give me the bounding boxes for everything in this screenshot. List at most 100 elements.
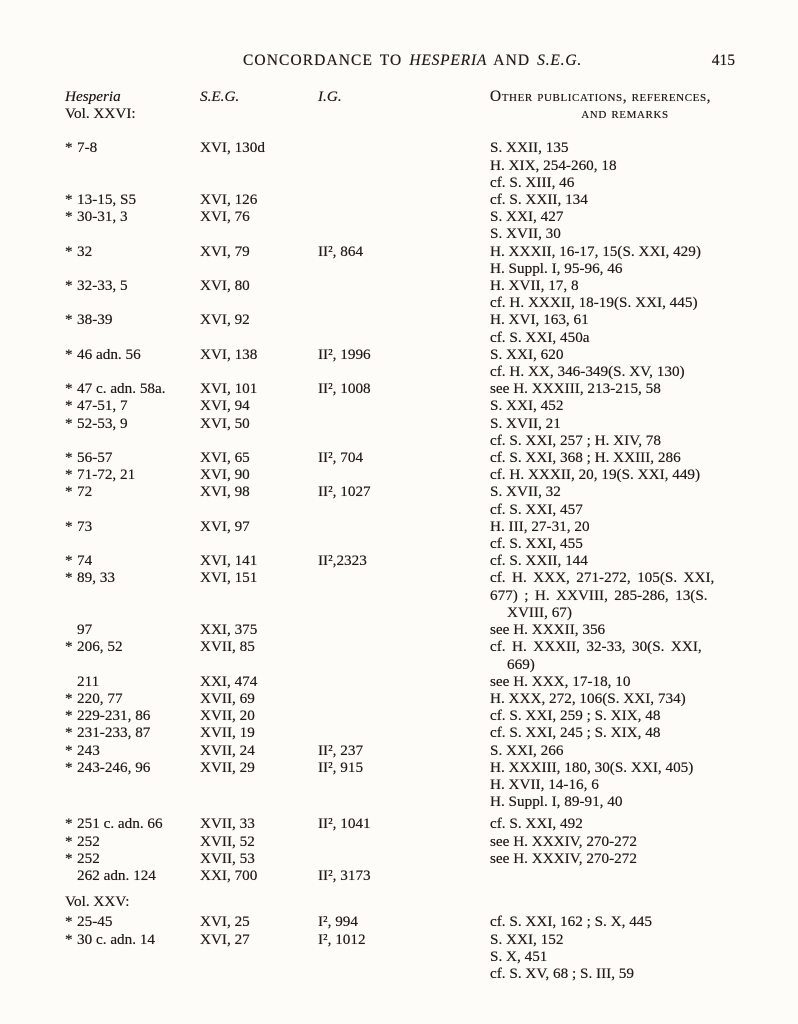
remark-line: H. XXXIII, 180, 30(S. XXI, 405) — [490, 758, 694, 776]
remark-line: cf. S. XIII, 46 — [490, 173, 575, 191]
concordance-entry: 97 XXI, 375 see H. XXXII, 356 — [65, 621, 760, 638]
remark-line: H. III, 27-31, 20 — [490, 517, 590, 535]
seg-ref: XXI, 474 — [200, 672, 258, 690]
star-marker: * — [65, 517, 73, 535]
remark-line: cf. S. XXI, 368 ; H. XXIII, 286 — [490, 449, 681, 467]
hesperia-ref: * 243-246, 96 — [65, 759, 200, 811]
remark-line: cf. S. XXII, 144 — [490, 552, 588, 570]
remark-line: cf. S. XXI, 450a — [490, 328, 590, 346]
star-marker: * — [65, 414, 73, 432]
seg-ref: XVI, 79 — [200, 242, 250, 260]
seg-ref: XVII, 52 — [200, 832, 255, 850]
volume-section: * 7-8 XVI, 130d S. XXII, 135 H. XIX, 254-260… — [65, 139, 760, 884]
hesperia-ref: * 47-51, 7 — [65, 397, 200, 414]
remark-line: S. XXI, 266 — [490, 741, 564, 759]
hesperia-ref: * 30-31, 3 — [65, 208, 200, 242]
concordance-entry: * 229-231, 86 XVII, 20 cf. S. XXI, 259 ; S.… — [65, 707, 760, 724]
remark-line: cf. S. XXI, 492 — [490, 815, 583, 833]
ig-ref — [318, 569, 490, 621]
title-segment: AND — [487, 52, 538, 69]
hesperia-ref: * 71-72, 21 — [65, 466, 200, 483]
remark-line: cf. S. XXI, 457 — [490, 500, 583, 518]
seg-ref: XVI, 92 — [200, 311, 250, 329]
remark-line: S. XXI, 620 — [490, 345, 564, 363]
remarks: S. XXI, 266 — [490, 742, 760, 759]
hesperia-ref: * 56-57 — [65, 449, 200, 466]
hesperia-ref: * 251 c. adn. 66 — [65, 815, 200, 832]
remark-line: S. XXII, 135 — [490, 139, 569, 157]
hesperia-ref: * 220, 77 — [65, 690, 200, 707]
remarks: cf. S. XXI, 162 ; S. X, 445 — [490, 913, 760, 930]
concordance-entry: * 47-51, 7 XVI, 94 S. XXI, 452 — [65, 397, 760, 414]
seg-ref: XVI, 97 — [200, 517, 250, 535]
star-marker: * — [65, 815, 73, 833]
remarks: see H. XXXII, 356 — [490, 621, 760, 638]
remarks: cf. H. XXX, 271-272, 105(S. XXI, 677) ; H… — [490, 569, 760, 621]
remarks: H. XXXIII, 180, 30(S. XXI, 405) H. XVII, … — [490, 759, 760, 811]
star-marker: * — [65, 345, 73, 363]
star-marker: * — [65, 552, 73, 570]
star-marker: * — [65, 689, 73, 707]
concordance-entry: * 74 XVI, 141 II²,2323 cf. S. XXII, 144 — [65, 552, 760, 569]
ig-ref: II², 704 — [318, 449, 364, 467]
remark-line: H. XVII, 14-16, 6 — [490, 775, 599, 793]
hesperia-ref-text: 89, 33 — [77, 569, 115, 587]
concordance-entry: * 25-45 XVI, 25 I², 994 cf. S. XXI, 162 ; S.… — [65, 913, 760, 930]
remarks: cf. S. XXI, 368 ; H. XXIII, 286 — [490, 449, 760, 466]
star-marker: * — [65, 758, 73, 776]
hesperia-ref: * 13-15, S5 — [65, 191, 200, 208]
hesperia-ref-text: 72 — [77, 483, 93, 501]
hesperia-ref-text: 231-233, 87 — [77, 724, 151, 742]
hesperia-ref: * 32-33, 5 — [65, 277, 200, 311]
running-head: CONCORDANCE TO HESPERIA AND S.E.G. 415 — [65, 52, 760, 70]
seg-ref: XVI, 27 — [200, 930, 250, 948]
star-marker: * — [65, 724, 73, 742]
remark-line: S. XXI, 152 — [490, 930, 564, 948]
remarks: H. XXX, 272, 106(S. XXI, 734) — [490, 690, 760, 707]
remark-line: S. XVII, 30 — [490, 225, 561, 243]
hesperia-ref: * 46 adn. 56 — [65, 346, 200, 380]
ig-ref — [318, 673, 490, 690]
ig-ref — [318, 208, 490, 242]
hesperia-ref: * 229-231, 86 — [65, 707, 200, 724]
remarks: see H. XXXIV, 270-272 — [490, 850, 760, 867]
seg-ref: XVII, 85 — [200, 638, 255, 656]
remark-line: cf. H. XXXII, 20, 19(S. XXI, 449) — [490, 466, 701, 484]
concordance-entry: * 251 c. adn. 66 XVII, 33 II², 1041 cf. S. X… — [65, 815, 760, 832]
remark-line: S. XXI, 452 — [490, 397, 564, 415]
remarks: S. XXI, 427 S. XVII, 30 — [490, 208, 760, 242]
concordance-entry: * 206, 52 XVII, 85 cf. H. XXXII, 32-33, 30(… — [65, 638, 760, 672]
hesperia-ref-text: 252 — [77, 849, 100, 867]
remark-line: S. XVII, 21 — [490, 414, 561, 432]
concordance-entry: * 30-31, 3 XVI, 76 S. XXI, 427 S. XVII, 30 — [65, 208, 760, 242]
concordance-entry: * 72 XVI, 98 II², 1027 S. XVII, 32 cf. S. XXI… — [65, 483, 760, 517]
ig-ref: II², 1041 — [318, 815, 371, 833]
concordance-entry: * 71-72, 21 XVI, 90 cf. H. XXXII, 20, 19(S.… — [65, 466, 760, 483]
column-header-seg: S.E.G. — [200, 88, 240, 105]
remark-line: cf. S. XXI, 245 ; S. XIX, 48 — [490, 724, 661, 742]
remark-line: H. XIX, 254-260, 18 — [490, 156, 617, 174]
hesperia-ref: * 52-53, 9 — [65, 415, 200, 449]
hesperia-ref-text: 38-39 — [77, 311, 113, 329]
hesperia-ref: * 74 — [65, 552, 200, 569]
hesperia-ref: * 32 — [65, 243, 200, 277]
star-marker: * — [65, 242, 73, 260]
remarks: S. XXI, 620 cf. H. XX, 346-349(S. XV, 130… — [490, 346, 760, 380]
star-marker: * — [65, 449, 73, 467]
hesperia-ref: 97 — [65, 621, 200, 638]
hesperia-ref: * 38-39 — [65, 311, 200, 345]
concordance-entry: * 252 XVII, 53 see H. XXXIV, 270-272 — [65, 850, 760, 867]
ig-ref — [318, 850, 490, 867]
volume-section: Vol. XXV: * 25-45 XVI, 25 I², 994 cf. S. XXI,… — [65, 893, 760, 982]
remark-line: H. XXXII, 16-17, 15(S. XXI, 429) — [490, 242, 701, 260]
remark-line: see H. XXX, 17-18, 10 — [490, 672, 631, 690]
concordance-entry: * 30 c. adn. 14 XVI, 27 I², 1012 S. XXI, 152… — [65, 931, 760, 983]
concordance-table: * 7-8 XVI, 130d S. XXII, 135 H. XIX, 254-260… — [65, 139, 760, 982]
seg-ref: XVII, 29 — [200, 758, 255, 776]
remarks: H. XVII, 17, 8 cf. H. XXXII, 18-19(S. XXI… — [490, 277, 760, 311]
hesperia-ref-text: 56-57 — [77, 449, 113, 467]
star-marker: * — [65, 139, 73, 157]
ig-ref: I², 1012 — [318, 930, 366, 948]
remarks: S. XXI, 152 S. X, 451 cf. S. XV, 68 ; S. I… — [490, 931, 760, 983]
seg-ref: XXI, 375 — [200, 621, 258, 639]
